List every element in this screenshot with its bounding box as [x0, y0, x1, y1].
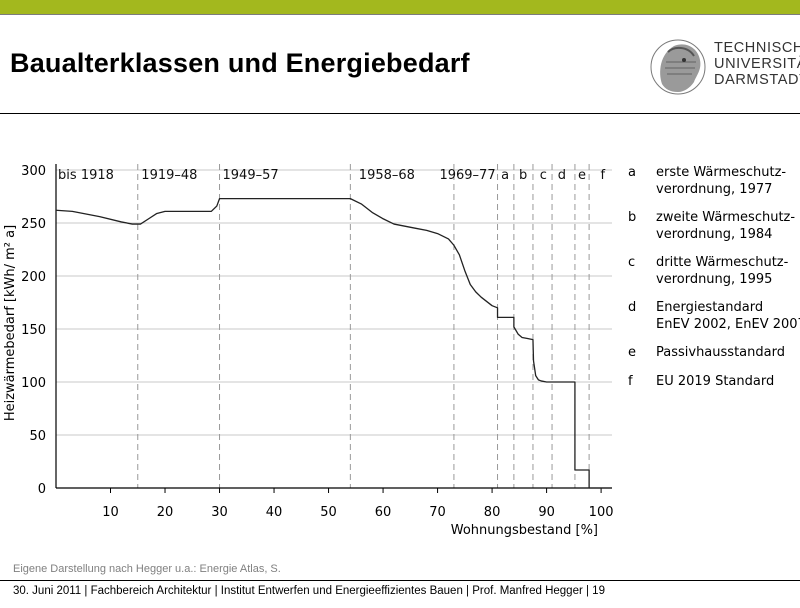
legend-text: EU 2019 Standard: [656, 374, 774, 389]
accent-bar: [0, 0, 800, 14]
legend-key: b: [628, 210, 636, 225]
legend-text: EnEV 2002, EnEV 2007: [656, 317, 800, 332]
era-label: 1969–77: [439, 168, 495, 183]
logo-text-line3: DARMSTADT: [714, 72, 800, 88]
legend-text: verordnung, 1977: [656, 182, 772, 197]
x-tick-label: 100: [589, 505, 614, 520]
era-label: 1919–48: [141, 168, 197, 183]
university-logo: [650, 39, 706, 95]
era-label: 1949–57: [223, 168, 279, 183]
x-tick-label: 20: [157, 505, 174, 520]
legend-key: c: [628, 255, 635, 270]
y-tick-label: 100: [21, 376, 46, 391]
era-label: b: [519, 168, 527, 183]
era-label: e: [578, 168, 586, 183]
heat-demand-line: [55, 197, 612, 489]
x-tick-label: 40: [266, 505, 283, 520]
source-note: Eigene Darstellung nach Hegger u.a.: Ene…: [13, 563, 281, 575]
legend-text: dritte Wärmeschutz-: [656, 255, 789, 270]
era-label: 1958–68: [359, 168, 415, 183]
y-tick-label: 200: [21, 270, 46, 285]
legend-key: a: [628, 165, 636, 180]
y-tick-label: 50: [29, 429, 46, 444]
footer-text: 30. Juni 2011 | Fachbereich Architektur …: [13, 585, 605, 597]
legend-key: f: [628, 374, 633, 389]
energy-demand-chart: 0 50 100 150 200 250 300 10 20 30 40 50 60 70 80 90 100 W…: [3, 164, 800, 538]
slide-title: Baualterklassen und Energiebedarf: [10, 48, 470, 78]
logo-text-line1: TECHNISCHE: [714, 40, 800, 56]
era-label: a: [501, 168, 509, 183]
legend-key: d: [628, 300, 636, 315]
accent-bar-divider: [0, 14, 800, 15]
y-tick-label: 300: [21, 164, 46, 179]
era-label: c: [540, 168, 547, 183]
era-label: f: [600, 168, 605, 183]
y-tick-label: 150: [21, 323, 46, 338]
legend-text: Passivhausstandard: [656, 345, 785, 360]
y-tick-label: 0: [38, 482, 46, 497]
x-tick-label: 10: [102, 505, 119, 520]
x-tick-label: 70: [429, 505, 446, 520]
x-tick-label: 80: [484, 505, 501, 520]
legend-text: Energiestandard: [656, 300, 763, 315]
footer-divider: [0, 580, 800, 581]
logo-text-line2: UNIVERSITÄT: [714, 56, 800, 72]
y-axis-label: Heizwärmebedarf [kWh/ m² a]: [3, 225, 18, 421]
legend-text: verordnung, 1984: [656, 227, 772, 242]
legend-text: zweite Wärmeschutz-: [656, 210, 795, 225]
legend-text: verordnung, 1995: [656, 272, 772, 287]
x-tick-label: 50: [320, 505, 337, 520]
era-label: bis 1918: [58, 168, 114, 183]
era-label: d: [558, 168, 566, 183]
title-divider: [0, 113, 800, 114]
legend-key: e: [628, 345, 636, 360]
athena-head-icon: [650, 39, 706, 95]
legend-text: erste Wärmeschutz-: [656, 165, 786, 180]
x-tick-label: 90: [538, 505, 555, 520]
x-tick-label: 30: [211, 505, 228, 520]
x-axis-label: Wohnungsbestand [%]: [451, 523, 598, 538]
x-tick-label: 60: [375, 505, 392, 520]
y-tick-label: 250: [21, 217, 46, 232]
